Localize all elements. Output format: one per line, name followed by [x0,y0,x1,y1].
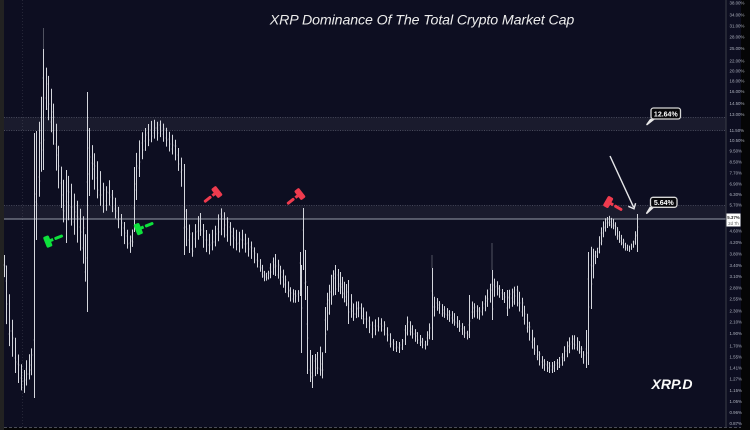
svg-text:7.70%: 7.70% [730,170,743,175]
svg-text:34.00%: 34.00% [730,12,745,17]
svg-text:1.15%: 1.15% [730,388,743,393]
svg-text:28.00%: 28.00% [730,34,745,39]
svg-text:4.20%: 4.20% [730,240,743,245]
svg-text:XRP.D: XRP.D [651,376,693,392]
svg-text:8.50%: 8.50% [730,160,743,165]
svg-text:2.80%: 2.80% [730,286,743,291]
svg-text:25.00%: 25.00% [730,46,745,51]
svg-text:2d 7h: 2d 7h [728,221,739,226]
svg-text:12.64%: 12.64% [654,111,679,118]
svg-text:1.27%: 1.27% [730,377,743,382]
svg-text:XRP Dominance Of The Total Cry: XRP Dominance Of The Total Crypto Market… [269,13,575,29]
svg-text:1.05%: 1.05% [730,399,743,404]
svg-text:5.37%: 5.37% [727,215,740,220]
svg-text:5.64%: 5.64% [654,200,675,207]
svg-text:5.70%: 5.70% [730,203,743,208]
svg-text:38.00%: 38.00% [730,0,745,5]
svg-text:22.00%: 22.00% [730,58,745,63]
svg-text:4.60%: 4.60% [730,228,743,233]
svg-text:1.90%: 1.90% [730,331,743,336]
svg-text:0.87%: 0.87% [730,421,743,426]
svg-text:10.50%: 10.50% [730,138,745,143]
svg-text:2.10%: 2.10% [730,320,743,325]
svg-text:2.55%: 2.55% [730,297,743,302]
svg-text:16.00%: 16.00% [730,89,745,94]
svg-text:14.50%: 14.50% [730,101,745,106]
svg-text:6.30%: 6.30% [730,192,743,197]
svg-text:9.50%: 9.50% [730,149,743,154]
svg-text:3.80%: 3.80% [730,251,743,256]
svg-text:13.00%: 13.00% [730,112,745,117]
svg-text:3.40%: 3.40% [730,263,743,268]
svg-text:1.70%: 1.70% [730,343,743,348]
svg-text:1.41%: 1.41% [730,365,743,370]
svg-text:1.55%: 1.55% [730,354,743,359]
svg-text:18.00%: 18.00% [730,79,745,84]
svg-text:2.30%: 2.30% [730,309,743,314]
svg-text:31.00%: 31.00% [730,23,745,28]
svg-text:6.90%: 6.90% [730,182,743,187]
svg-text:11.50%: 11.50% [730,128,745,133]
svg-text:0.96%: 0.96% [730,410,743,415]
svg-text:20.00%: 20.00% [730,68,745,73]
svg-text:3.10%: 3.10% [730,274,743,279]
